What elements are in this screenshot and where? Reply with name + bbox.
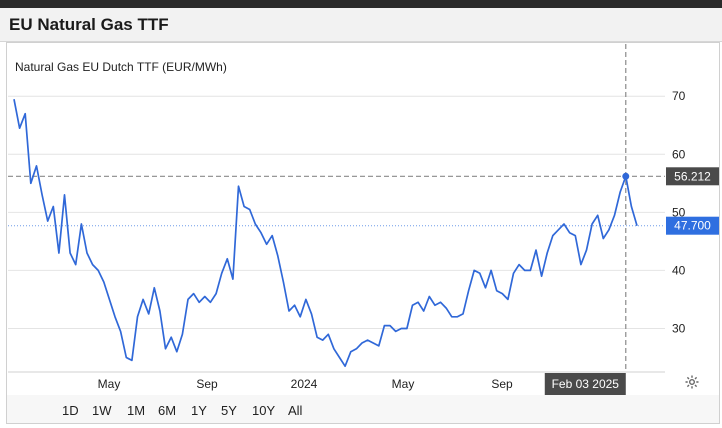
range-toolbar <box>7 395 719 423</box>
range-button-1d[interactable]: 1D <box>62 403 79 418</box>
y-tick-label: 30 <box>672 321 686 335</box>
widget-title: EU Natural Gas TTF <box>9 15 169 34</box>
top-strip <box>0 0 722 8</box>
y-tick-label: 40 <box>672 263 686 277</box>
gear-icon[interactable] <box>684 374 700 390</box>
price-series-line <box>13 99 638 368</box>
last-price-badge <box>666 216 719 235</box>
y-tick-label: 60 <box>672 147 686 161</box>
widget-header: EU Natural Gas TTF <box>0 8 722 42</box>
chart-title: Natural Gas EU Dutch TTF (EUR/MWh) <box>15 60 227 74</box>
range-button-1y[interactable]: 1Y <box>191 403 207 418</box>
range-button-1w[interactable]: 1W <box>92 403 112 418</box>
last-price-label: 47.700 <box>674 219 711 233</box>
chart-panel <box>6 42 720 424</box>
y-tick-label: 50 <box>672 205 686 219</box>
x-tick-label: May <box>98 377 121 391</box>
crosshair-value-badge <box>666 167 719 186</box>
x-tick-label: 2024 <box>291 377 318 391</box>
range-button-5y[interactable]: 5Y <box>221 403 237 418</box>
crosshair-date-badge <box>544 373 626 395</box>
crosshair-value-label: 56.212 <box>674 169 711 183</box>
x-tick-label: Sep <box>196 377 218 391</box>
y-tick-label: 70 <box>672 89 686 103</box>
range-button-10y[interactable]: 10Y <box>252 403 276 418</box>
crosshair-date-label: Feb 03 2025 <box>552 377 620 391</box>
x-tick-label: May <box>392 377 415 391</box>
x-tick-label: Sep <box>491 377 513 391</box>
range-button-1m[interactable]: 1M <box>127 403 146 418</box>
range-button-6m[interactable]: 6M <box>158 403 177 418</box>
range-button-all[interactable]: All <box>288 403 303 418</box>
